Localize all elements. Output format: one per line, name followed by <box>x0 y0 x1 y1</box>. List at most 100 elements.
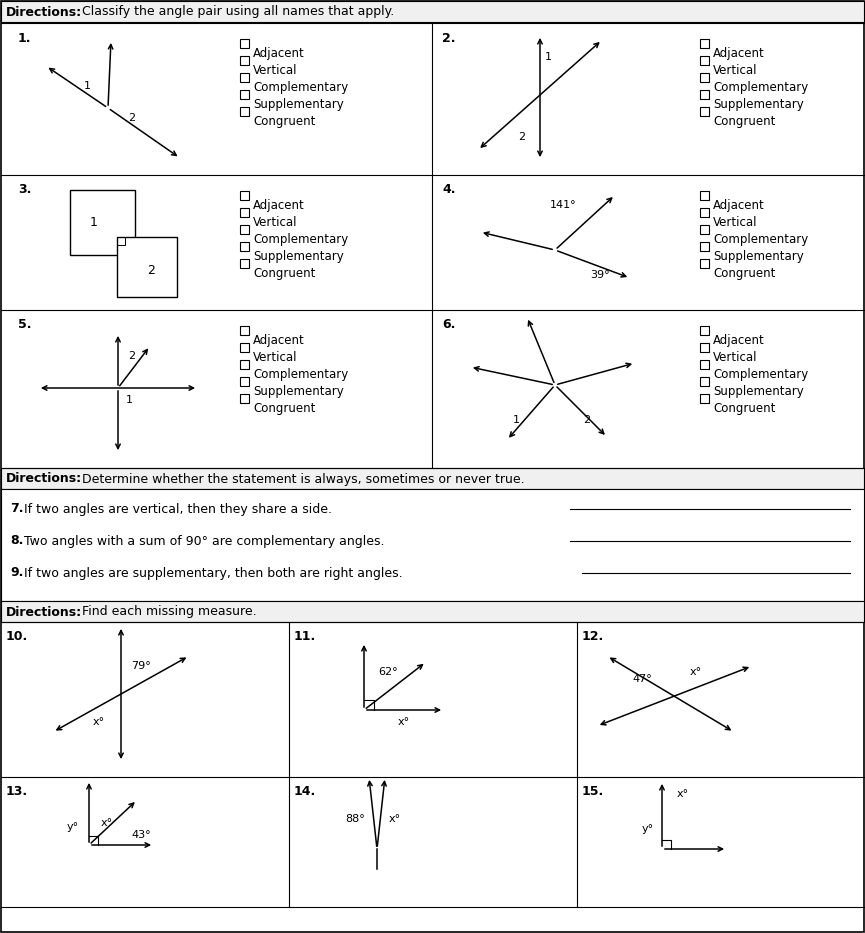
Bar <box>240 242 249 251</box>
Text: 12.: 12. <box>582 630 605 643</box>
Text: Vertical: Vertical <box>253 216 298 229</box>
Text: y°: y° <box>67 822 79 832</box>
Text: Directions:: Directions: <box>6 472 82 485</box>
Text: 1: 1 <box>545 52 552 62</box>
Text: Directions:: Directions: <box>6 6 82 19</box>
Text: Adjacent: Adjacent <box>713 47 765 60</box>
Text: 8.: 8. <box>10 535 23 548</box>
Text: 14.: 14. <box>294 785 317 798</box>
Bar <box>240 360 249 369</box>
Bar <box>240 39 249 48</box>
Text: 6.: 6. <box>442 318 455 331</box>
Text: Vertical: Vertical <box>713 216 758 229</box>
Text: If two angles are vertical, then they share a side.: If two angles are vertical, then they sh… <box>24 503 332 516</box>
Text: 7.: 7. <box>10 503 23 516</box>
Text: Complementary: Complementary <box>253 233 349 246</box>
Text: If two angles are supplementary, then both are right angles.: If two angles are supplementary, then bo… <box>24 566 402 579</box>
Text: Classify the angle pair using all names that apply.: Classify the angle pair using all names … <box>78 6 394 19</box>
Text: 47°: 47° <box>632 674 651 684</box>
Bar <box>700 56 709 65</box>
Bar <box>700 394 709 403</box>
Text: Adjacent: Adjacent <box>713 199 765 212</box>
Text: 15.: 15. <box>582 785 605 798</box>
Bar <box>700 90 709 99</box>
Bar <box>240 225 249 234</box>
Bar <box>700 326 709 335</box>
Bar <box>700 377 709 386</box>
Text: Complementary: Complementary <box>253 368 349 381</box>
Bar <box>70 190 135 255</box>
Text: Congruent: Congruent <box>713 115 775 128</box>
Text: Complementary: Complementary <box>713 81 808 94</box>
Text: 5.: 5. <box>18 318 31 331</box>
Text: Congruent: Congruent <box>253 267 316 280</box>
Bar <box>700 39 709 48</box>
Bar <box>240 107 249 116</box>
Text: Congruent: Congruent <box>253 402 316 415</box>
Bar <box>240 394 249 403</box>
Text: Vertical: Vertical <box>253 64 298 77</box>
Text: Determine whether the statement is always, sometimes or never true.: Determine whether the statement is alway… <box>78 472 525 485</box>
Text: 39°: 39° <box>590 270 610 280</box>
Bar <box>700 259 709 268</box>
Text: y°: y° <box>642 824 654 834</box>
Text: 1: 1 <box>126 395 133 405</box>
Text: 1: 1 <box>84 81 91 91</box>
Text: x°: x° <box>690 667 702 677</box>
Text: Adjacent: Adjacent <box>253 334 304 347</box>
Text: 62°: 62° <box>378 667 398 677</box>
Text: 11.: 11. <box>294 630 317 643</box>
Bar <box>700 107 709 116</box>
Text: Complementary: Complementary <box>253 81 349 94</box>
Bar <box>240 56 249 65</box>
Text: 2.: 2. <box>442 32 456 45</box>
Text: Congruent: Congruent <box>713 402 775 415</box>
Bar <box>240 343 249 352</box>
Text: 43°: 43° <box>131 830 151 840</box>
Text: Supplementary: Supplementary <box>253 98 343 111</box>
Text: 10.: 10. <box>6 630 29 643</box>
Bar <box>700 242 709 251</box>
Text: 1: 1 <box>513 415 520 425</box>
Text: Complementary: Complementary <box>713 368 808 381</box>
Text: x°: x° <box>398 717 410 727</box>
Bar <box>240 191 249 200</box>
Text: x°: x° <box>101 818 113 828</box>
Text: 9.: 9. <box>10 566 23 579</box>
Text: Supplementary: Supplementary <box>713 385 804 398</box>
Bar <box>240 90 249 99</box>
Text: Vertical: Vertical <box>713 351 758 364</box>
Bar <box>240 208 249 217</box>
Bar <box>240 326 249 335</box>
Text: Vertical: Vertical <box>253 351 298 364</box>
Text: Two angles with a sum of 90° are complementary angles.: Two angles with a sum of 90° are complem… <box>24 535 385 548</box>
Bar <box>700 191 709 200</box>
Bar <box>1 1 864 22</box>
Text: Adjacent: Adjacent <box>713 334 765 347</box>
Bar <box>700 73 709 82</box>
Bar <box>1 489 864 601</box>
Text: Find each missing measure.: Find each missing measure. <box>78 606 257 619</box>
Text: Congruent: Congruent <box>713 267 775 280</box>
Bar <box>700 208 709 217</box>
Bar <box>1 468 864 489</box>
Text: Supplementary: Supplementary <box>253 250 343 263</box>
Text: 4.: 4. <box>442 183 456 196</box>
Text: x°: x° <box>389 814 401 824</box>
Text: 2: 2 <box>128 113 135 123</box>
Text: Supplementary: Supplementary <box>253 385 343 398</box>
Text: 2: 2 <box>518 132 525 142</box>
Text: 79°: 79° <box>131 661 151 671</box>
Bar <box>240 259 249 268</box>
Text: Complementary: Complementary <box>713 233 808 246</box>
Bar <box>700 225 709 234</box>
Text: Vertical: Vertical <box>713 64 758 77</box>
Text: Directions:: Directions: <box>6 606 82 619</box>
Text: 2: 2 <box>583 415 590 425</box>
Text: Adjacent: Adjacent <box>253 47 304 60</box>
Bar <box>700 343 709 352</box>
Text: 2: 2 <box>147 263 155 276</box>
Bar <box>700 360 709 369</box>
Bar <box>240 377 249 386</box>
Text: Supplementary: Supplementary <box>713 250 804 263</box>
